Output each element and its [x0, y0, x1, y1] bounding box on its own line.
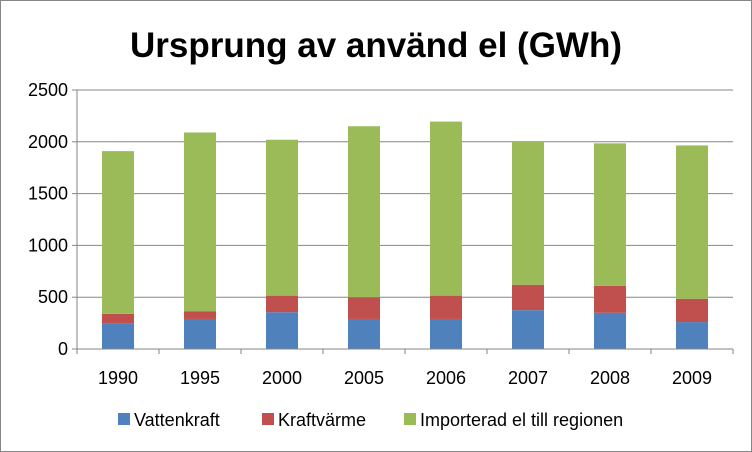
y-tick-label: 2500 [28, 80, 68, 100]
legend: Vattenkraft Kraftvärme Importerad el till … [118, 410, 623, 430]
bar-segment [184, 311, 216, 319]
bar-segment [512, 284, 544, 311]
bar-segment [266, 139, 298, 296]
y-tick-label: 500 [38, 287, 68, 307]
bar-segment [266, 312, 298, 349]
y-tick-label: 0 [58, 339, 68, 359]
bar-segment [348, 297, 380, 319]
bar-segment [102, 313, 134, 324]
x-tick-label: 2007 [508, 368, 548, 388]
bar-segment [676, 322, 708, 349]
bar-segment [512, 310, 544, 349]
bar-segment [430, 121, 462, 296]
legend-label: Kraftvärme [278, 410, 366, 430]
bar-segment [102, 151, 134, 314]
x-tick-label: 2006 [426, 368, 466, 388]
bar-segment [676, 298, 708, 323]
bar-segment [266, 295, 298, 313]
chart-title: Ursprung av använd el (GWh) [130, 26, 622, 65]
x-tick-label: 2005 [344, 368, 384, 388]
bar-segment [594, 143, 626, 286]
legend-swatch [118, 413, 130, 425]
bar-segment [594, 285, 626, 313]
bar-segment [184, 318, 216, 349]
x-tick-label: 1995 [180, 368, 220, 388]
y-tick-label: 1000 [28, 235, 68, 255]
bar-segment [348, 126, 380, 298]
legend-swatch [262, 413, 274, 425]
axes [72, 89, 734, 354]
x-tick-label: 2008 [590, 368, 630, 388]
bar-segment [594, 312, 626, 349]
bar-segment [348, 318, 380, 349]
bar-segment [430, 295, 462, 319]
bar-segment [512, 141, 544, 285]
y-tick-label: 1500 [28, 184, 68, 204]
bar-segment [676, 145, 708, 299]
y-tick-label: 2000 [28, 132, 68, 152]
tick-labels: 0 500 1000 1500 2000 2500 1990 1995 2000 2005 2006… [28, 80, 712, 388]
x-tick-label: 1990 [98, 368, 138, 388]
bar-segment [184, 132, 216, 312]
x-tick-label: 2009 [672, 368, 712, 388]
gridlines [77, 89, 733, 298]
bars [102, 121, 708, 349]
bar-segment [102, 323, 134, 349]
legend-label: Importerad el till regionen [420, 410, 623, 430]
legend-label: Vattenkraft [134, 410, 220, 430]
legend-swatch [404, 413, 416, 425]
bar-segment [430, 318, 462, 349]
x-tick-label: 2000 [262, 368, 302, 388]
